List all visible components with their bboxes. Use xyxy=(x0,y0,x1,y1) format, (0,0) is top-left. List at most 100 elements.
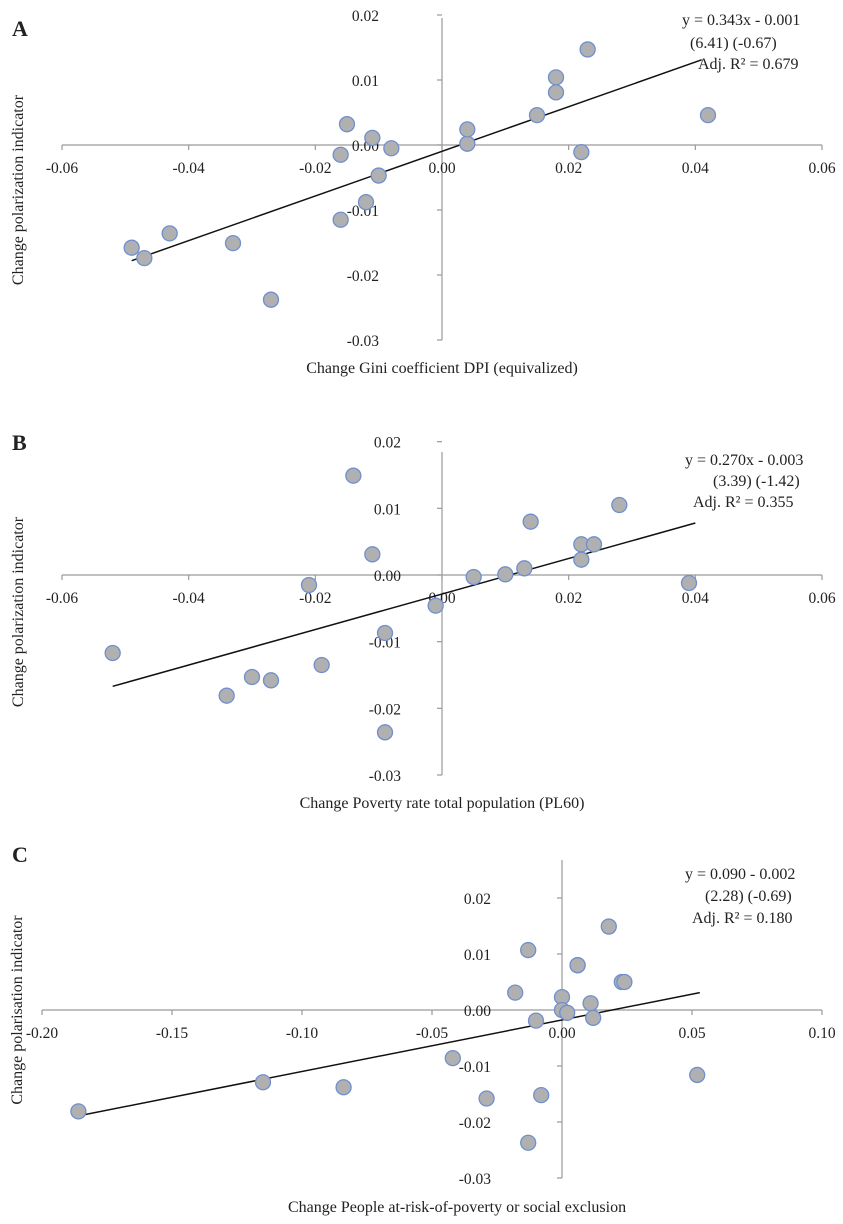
y-axis-title: Change polarization indicator xyxy=(10,516,27,707)
panel-letter: B xyxy=(12,430,27,455)
data-point xyxy=(345,467,362,484)
data-point xyxy=(547,69,565,86)
x-tick-label: 0.04 xyxy=(682,590,709,607)
regression-annotation-line: Adj. R² = 0.679 xyxy=(698,56,799,73)
x-tick-label: 0.04 xyxy=(682,160,709,177)
data-point xyxy=(528,106,546,124)
data-point xyxy=(689,1066,706,1084)
data-point xyxy=(680,574,698,592)
data-point xyxy=(527,1012,545,1029)
y-axis-title: Change polarisation indicator xyxy=(9,915,26,1105)
regression-annotation-line: y = 0.090 - 0.002 xyxy=(685,866,795,883)
data-point xyxy=(364,129,381,147)
data-point xyxy=(383,140,400,157)
data-point xyxy=(516,560,533,577)
data-point xyxy=(370,167,387,184)
data-point xyxy=(611,496,628,514)
data-point xyxy=(300,576,318,594)
y-tick-label: -0.01 xyxy=(459,1059,491,1076)
y-tick-label: 0.02 xyxy=(352,8,379,25)
x-axis-title: Change Gini coefficient DPI (equivalized… xyxy=(306,360,578,377)
data-point xyxy=(123,239,140,256)
data-point xyxy=(254,1074,272,1091)
x-tick-label: -0.04 xyxy=(173,590,206,607)
y-axis-title: Change polarization indicator xyxy=(10,94,27,285)
x-tick-label: 0.00 xyxy=(548,1025,575,1042)
data-point xyxy=(136,249,153,267)
data-point xyxy=(459,135,476,152)
x-tick-label: 0.10 xyxy=(808,1025,835,1042)
x-axis-title: Change Poverty rate total population (PL… xyxy=(300,795,585,812)
data-point xyxy=(559,1004,576,1021)
x-tick-label: 0.06 xyxy=(808,590,835,607)
x-tick-label: -0.02 xyxy=(299,160,331,177)
trend-line xyxy=(131,59,702,262)
y-tick-label: -0.02 xyxy=(347,268,379,285)
data-point xyxy=(579,41,596,58)
data-point xyxy=(478,1090,495,1107)
data-point xyxy=(547,84,565,101)
data-point xyxy=(376,724,394,741)
data-point xyxy=(444,1050,461,1067)
data-point xyxy=(585,1009,602,1026)
x-axis-title: Change People at-risk-of-poverty or soci… xyxy=(288,1199,626,1216)
data-point xyxy=(313,656,330,674)
x-tick-label: -0.10 xyxy=(286,1025,319,1042)
y-tick-label: -0.01 xyxy=(369,635,401,652)
data-point xyxy=(262,291,280,308)
data-point xyxy=(465,568,482,586)
data-point xyxy=(104,644,121,662)
data-point xyxy=(573,143,590,161)
data-point xyxy=(243,668,261,686)
x-tick-label: -0.05 xyxy=(416,1025,449,1042)
data-point xyxy=(332,146,349,163)
panel-letter: A xyxy=(12,16,28,41)
regression-annotation-line: (3.39) (-1.42) xyxy=(713,473,800,490)
y-tick-label: 0.01 xyxy=(352,73,379,90)
x-tick-label: 0.02 xyxy=(555,160,582,177)
data-point xyxy=(459,121,476,138)
x-tick-label: 0.05 xyxy=(678,1025,705,1042)
y-tick-label: 0.00 xyxy=(374,568,401,585)
y-tick-label: 0.00 xyxy=(464,1003,491,1020)
x-tick-label: 0.00 xyxy=(428,160,455,177)
y-tick-label: -0.02 xyxy=(369,701,401,718)
data-point xyxy=(70,1103,87,1120)
regression-annotation-line: Adj. R² = 0.180 xyxy=(692,910,793,927)
data-point xyxy=(427,597,444,614)
x-tick-label: -0.15 xyxy=(156,1025,189,1042)
chart-panel-c: C -0.20 -0.15 -0.10 -0.05 0.00 0.05 0.10 0.02 0.0… xyxy=(9,842,836,1216)
data-point xyxy=(357,194,375,211)
y-tick-label: -0.03 xyxy=(347,333,380,350)
data-point xyxy=(520,941,537,959)
data-point xyxy=(616,973,633,991)
data-point xyxy=(218,687,235,704)
data-point xyxy=(520,1134,537,1151)
data-point xyxy=(376,624,394,642)
data-point xyxy=(161,225,178,242)
data-point xyxy=(522,513,539,530)
data-point xyxy=(699,106,717,124)
y-tick-label: 0.01 xyxy=(464,947,491,964)
data-point xyxy=(332,211,349,228)
x-tick-label: -0.04 xyxy=(173,160,206,177)
data-point xyxy=(335,1079,352,1096)
data-point xyxy=(533,1086,550,1104)
data-point xyxy=(497,566,514,583)
data-point xyxy=(507,984,524,1001)
data-point xyxy=(585,536,603,553)
data-point xyxy=(364,546,381,563)
y-tick-label: 0.02 xyxy=(464,891,491,908)
regression-annotation-line: (2.28) (-0.69) xyxy=(705,888,792,905)
regression-annotation-line: Adj. R² = 0.355 xyxy=(693,494,794,511)
data-point xyxy=(569,957,586,974)
y-tick-label: 0.02 xyxy=(374,435,401,452)
chart-panel-a: A -0.06 -0.04 -0.02 0.00 0.02 0.04 0.06 0.02 0.01… xyxy=(10,8,836,377)
y-tick-label: -0.02 xyxy=(459,1115,491,1132)
data-point xyxy=(224,234,242,252)
x-tick-label: -0.06 xyxy=(46,590,79,607)
regression-annotation-line: y = 0.343x - 0.001 xyxy=(682,12,800,29)
data-point xyxy=(262,672,280,689)
regression-annotation-line: y = 0.270x - 0.003 xyxy=(685,452,803,469)
